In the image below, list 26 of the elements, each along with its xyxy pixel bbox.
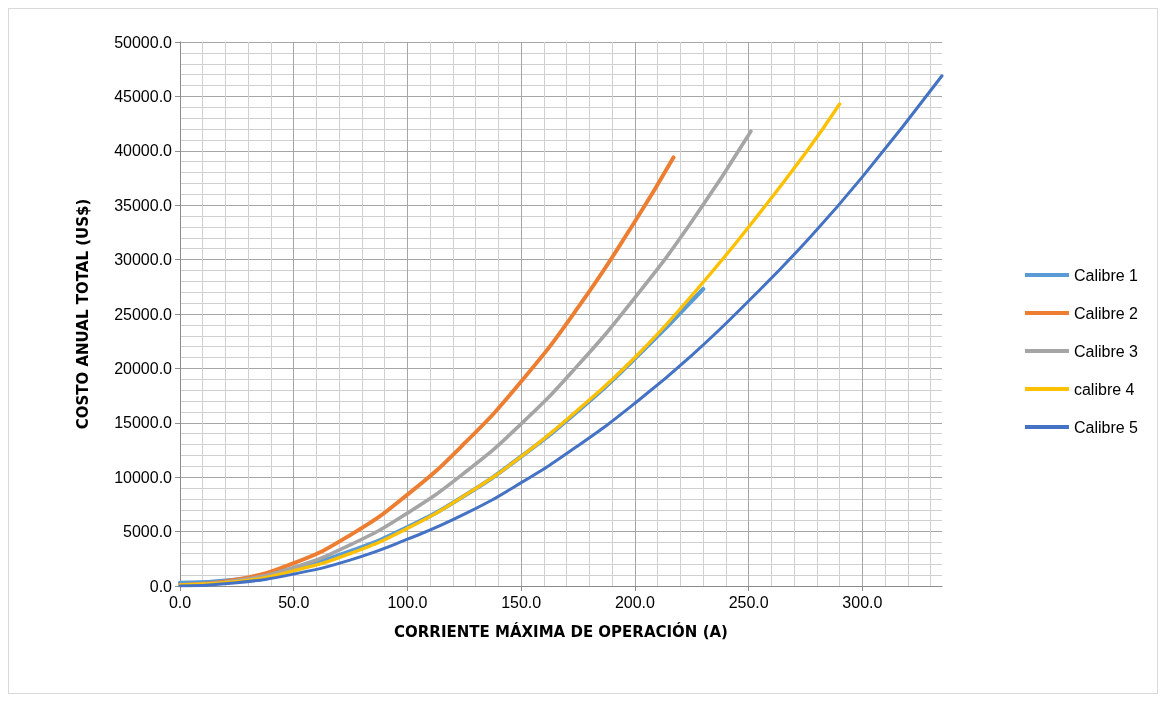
x-axis-title: CORRIENTE MÁXIMA DE OPERACIÓN (A) — [394, 621, 728, 641]
y-tick-label: 15000.0 — [114, 414, 173, 432]
legend-label: calibre 4 — [1073, 380, 1135, 398]
legend-label: Calibre 5 — [1073, 418, 1139, 436]
x-tick-label: 200.0 — [614, 593, 656, 611]
x-tick-label: 0.0 — [168, 593, 192, 611]
x-tick-label: 50.0 — [278, 593, 310, 611]
y-tick-label: 45000.0 — [114, 87, 173, 105]
x-tick-label: 100.0 — [387, 593, 428, 611]
y-tick-label: 25000.0 — [114, 305, 173, 323]
x-tick-label: 250.0 — [728, 593, 769, 611]
legend-label: Calibre 1 — [1073, 266, 1139, 284]
y-tick-label: 40000.0 — [114, 142, 173, 160]
y-tick-label: 10000.0 — [114, 468, 173, 486]
y-tick-label: 5000.0 — [123, 523, 173, 541]
x-tick-label: 300.0 — [842, 593, 883, 611]
legend-label: Calibre 2 — [1073, 304, 1139, 322]
y-axis-title: COSTO ANUAL TOTAL (US$) — [73, 198, 92, 430]
line-series — [178, 102, 842, 587]
x-tick-label: 150.0 — [501, 593, 542, 611]
legend-label: Calibre 3 — [1073, 342, 1139, 360]
y-tick-label: 30000.0 — [114, 251, 173, 269]
y-tick-label: 0.0 — [149, 577, 173, 595]
y-tick-label: 35000.0 — [114, 196, 173, 214]
y-tick-label: 20000.0 — [114, 359, 173, 377]
y-tick-label: 50000.0 — [114, 33, 173, 51]
